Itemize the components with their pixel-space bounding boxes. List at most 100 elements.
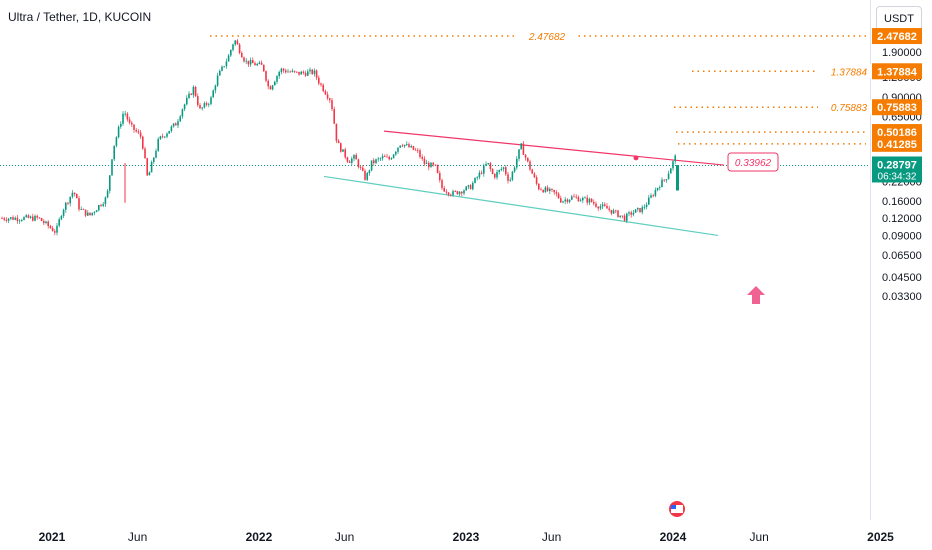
- candle-body: [447, 192, 450, 195]
- candle-body: [474, 177, 476, 183]
- candle-body: [531, 169, 533, 174]
- level-price-tag-text: 1.37884: [877, 66, 918, 78]
- candle-body: [469, 185, 472, 190]
- candle-body: [375, 159, 377, 164]
- candle-body: [7, 218, 10, 221]
- candle-body: [258, 62, 261, 64]
- level-text-bg: [818, 100, 880, 115]
- candle-body: [425, 162, 428, 164]
- candle-body: [76, 193, 78, 199]
- candle-body: [412, 146, 415, 150]
- candle-body: [342, 149, 344, 152]
- candle-body: [612, 210, 615, 214]
- candle-body: [586, 197, 588, 203]
- candle-body: [47, 221, 49, 227]
- candle-body: [397, 147, 399, 152]
- candle-body: [648, 197, 650, 205]
- current-price-tag: [872, 156, 922, 183]
- candle-body: [516, 158, 518, 168]
- candle-body: [29, 216, 32, 218]
- candle-body: [45, 221, 47, 224]
- candle-body: [670, 168, 672, 174]
- candle-body: [232, 44, 234, 50]
- candle-body: [111, 159, 113, 176]
- candle-body: [243, 57, 245, 62]
- candle-body: [131, 122, 133, 125]
- candle-body: [289, 71, 291, 73]
- x-tick-label: Jun: [128, 530, 147, 544]
- candle-body: [175, 123, 177, 126]
- candle-body: [335, 123, 338, 141]
- candle-body: [487, 163, 489, 165]
- candle-body: [62, 209, 65, 216]
- level-price-tag: [872, 99, 922, 116]
- candle-body: [652, 195, 654, 197]
- candle-body: [181, 109, 184, 117]
- level-text-bg: [516, 29, 578, 44]
- candle-body: [236, 40, 239, 45]
- up-arrow-icon: [747, 286, 765, 304]
- candle-body: [489, 163, 492, 169]
- candle-body: [150, 162, 153, 173]
- candle-body: [331, 100, 333, 110]
- candle-body: [659, 187, 661, 188]
- candle-body: [538, 183, 540, 190]
- candle-body: [322, 84, 324, 92]
- candle-body: [555, 192, 558, 194]
- candle-body: [494, 173, 496, 178]
- candle-body: [384, 156, 386, 157]
- candle-body: [214, 85, 217, 91]
- candle-body: [100, 205, 102, 206]
- candle-body: [113, 145, 115, 160]
- x-tick-label: 2021: [39, 530, 66, 544]
- candle-body: [496, 171, 498, 178]
- candle-body: [535, 177, 538, 184]
- resistance-label-text: 0.33962: [735, 158, 772, 169]
- candle-body: [450, 194, 452, 196]
- candle-body: [115, 137, 118, 146]
- candle-body: [104, 197, 107, 205]
- candle-body: [491, 168, 494, 174]
- candle-body: [645, 204, 648, 208]
- candle-body: [205, 103, 208, 105]
- candle-body: [287, 71, 289, 73]
- candle-body: [230, 49, 232, 56]
- candle-body: [478, 172, 481, 178]
- candle-body: [73, 192, 76, 194]
- candle-body: [3, 218, 5, 220]
- candle-body: [269, 86, 272, 90]
- candle-body: [14, 217, 16, 220]
- candle-body: [672, 161, 674, 169]
- level-price-tag-text: 2.47682: [877, 31, 917, 43]
- candle-body: [43, 221, 45, 224]
- candle-body: [168, 130, 170, 134]
- candle-body: [38, 217, 41, 219]
- candle-body: [593, 202, 595, 204]
- candle-body: [443, 187, 445, 192]
- candle-body: [654, 190, 657, 196]
- candle-body: [315, 70, 318, 78]
- candle-body: [529, 161, 531, 170]
- candle-body: [599, 206, 602, 209]
- support-trendline: [323, 175, 719, 237]
- x-tick-label: 2025: [867, 530, 894, 544]
- candle-body: [417, 150, 419, 151]
- candle-body: [410, 146, 412, 148]
- candle-body: [153, 157, 155, 163]
- candle-body: [91, 212, 93, 216]
- candle-body: [188, 93, 190, 99]
- countdown-text: 06:34:32: [878, 171, 917, 182]
- level-price-tag: [872, 63, 922, 80]
- candle-body: [223, 66, 225, 68]
- candle-body: [597, 206, 599, 209]
- candle-body: [403, 144, 406, 147]
- candle-body: [69, 196, 71, 204]
- candle-body: [430, 162, 432, 168]
- level-price-tag-text: 0.41285: [877, 139, 917, 151]
- candle-body: [254, 63, 256, 66]
- candle-body: [179, 116, 181, 122]
- candle-body: [370, 160, 373, 171]
- candle-body: [604, 204, 606, 206]
- candle-body: [329, 98, 331, 101]
